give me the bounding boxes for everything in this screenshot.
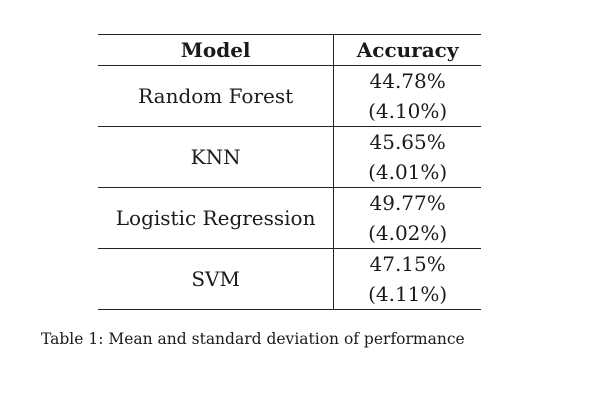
model-name-cell: KNN [98, 126, 335, 188]
accuracy-cell: 45.65% (4.01%) [333, 126, 481, 188]
accuracy-mean: 47.15% [369, 252, 446, 276]
accuracy-std: (4.02%) [368, 221, 448, 245]
model-name-cell: Random Forest [98, 65, 335, 127]
accuracy-std: (4.10%) [368, 99, 448, 123]
accuracy-mean: 44.78% [369, 69, 446, 93]
header-model: Model [98, 34, 335, 66]
table-row: Logistic Regression 49.77% (4.02%) [98, 187, 481, 249]
header-accuracy: Accuracy [333, 34, 481, 66]
accuracy-mean: 49.77% [369, 191, 446, 215]
accuracy-cell: 47.15% (4.11%) [333, 248, 481, 310]
model-name-cell: Logistic Regression [98, 187, 335, 249]
table-row: KNN 45.65% (4.01%) [98, 126, 481, 188]
accuracy-std: (4.11%) [368, 282, 448, 306]
table-row: Random Forest 44.78% (4.10%) [98, 65, 481, 127]
accuracy-cell: 44.78% (4.10%) [333, 65, 481, 127]
accuracy-std: (4.01%) [368, 160, 448, 184]
table-header-row: Model Accuracy [98, 34, 481, 66]
accuracy-mean: 45.65% [369, 130, 446, 154]
table-row: SVM 47.15% (4.11%) [98, 248, 481, 310]
model-name-cell: SVM [98, 248, 335, 310]
accuracy-cell: 49.77% (4.02%) [333, 187, 481, 249]
results-table: Model Accuracy Random Forest 44.78% (4.1… [98, 34, 481, 310]
table-caption: Table 1: Mean and standard deviation of … [41, 330, 465, 348]
